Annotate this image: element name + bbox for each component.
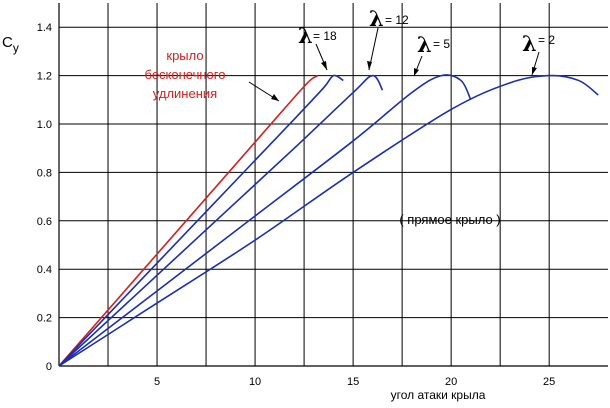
series-line <box>58 74 599 367</box>
infinite-wing-label-line: бесконечного <box>145 67 226 82</box>
series-line <box>58 74 472 367</box>
y-tick-label: 1.0 <box>37 119 52 131</box>
x-tick-label: 15 <box>347 376 359 388</box>
infinite-wing-label-line: крыло <box>166 48 203 63</box>
lambda-5-pointer-head <box>414 68 419 76</box>
grid <box>59 3 608 366</box>
x-tick-labels: 5 10 15 20 25 <box>154 376 555 388</box>
series-lines <box>58 74 599 367</box>
series-line <box>58 74 319 367</box>
lambda-label-18: λ = 18 <box>298 23 337 48</box>
lambda-value: = 2 <box>538 33 555 47</box>
lambda-symbol: λ <box>522 31 537 56</box>
lambda-symbol: λ <box>298 23 313 48</box>
lambda-symbol: λ <box>369 6 384 31</box>
y-tick-label: 1.2 <box>37 71 52 83</box>
lambda-value: = 12 <box>385 13 409 27</box>
lambda-value: = 18 <box>313 29 337 43</box>
y-tick-label: 1.4 <box>37 22 52 34</box>
lambda-18-pointer-head <box>321 61 327 70</box>
series-line <box>58 74 344 367</box>
lambda-2-pointer-head <box>532 67 537 75</box>
lambda-symbol: λ <box>417 32 432 57</box>
y-tick-label: 0.6 <box>37 216 52 228</box>
lambda-label-12: λ = 12 <box>369 6 409 31</box>
x-tick-label: 5 <box>154 376 160 388</box>
lambda-label-2: λ = 2 <box>522 31 555 56</box>
infinite-wing-pointer-head <box>271 94 279 101</box>
wing-type-annotation: ( прямое крыло ) <box>399 212 500 227</box>
y-tick-label: 0.4 <box>37 264 52 276</box>
x-axis-label: угол атаки крыла <box>391 388 486 402</box>
infinite-wing-label: крыло бесконечного удлинения <box>145 48 226 101</box>
infinite-wing-label-line: удлинения <box>153 86 217 101</box>
y-tick-label: 0.8 <box>37 167 52 179</box>
x-tick-label: 20 <box>445 376 457 388</box>
lambda-value: = 5 <box>433 37 450 51</box>
series-line <box>58 74 384 367</box>
lambda-12-pointer-head <box>367 61 372 70</box>
x-tick-label: 10 <box>249 376 261 388</box>
axes <box>58 3 608 367</box>
lambda-label-5: λ = 5 <box>417 32 450 57</box>
y-tick-labels: 0 0.2 0.4 0.6 0.8 1.0 1.2 1.4 <box>37 22 52 373</box>
y-tick-label: 0.2 <box>37 313 52 325</box>
y-axis-label: Cy <box>2 34 19 55</box>
y-tick-label: 0 <box>46 361 52 373</box>
x-tick-label: 25 <box>543 376 555 388</box>
